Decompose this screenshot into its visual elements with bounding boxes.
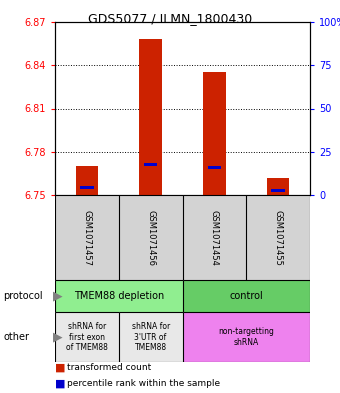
FancyBboxPatch shape bbox=[55, 312, 119, 362]
Text: ▶: ▶ bbox=[53, 290, 62, 303]
Text: ■: ■ bbox=[55, 363, 66, 373]
Bar bbox=[80, 186, 94, 189]
FancyBboxPatch shape bbox=[183, 280, 310, 312]
Text: protocol: protocol bbox=[3, 291, 43, 301]
Text: TMEM88 depletion: TMEM88 depletion bbox=[74, 291, 164, 301]
FancyBboxPatch shape bbox=[246, 195, 310, 280]
Text: other: other bbox=[3, 332, 29, 342]
Text: GDS5077 / ILMN_1800430: GDS5077 / ILMN_1800430 bbox=[88, 12, 252, 25]
Text: control: control bbox=[230, 291, 263, 301]
FancyBboxPatch shape bbox=[119, 195, 183, 280]
Text: GSM1071457: GSM1071457 bbox=[82, 209, 91, 266]
Bar bbox=[208, 166, 221, 169]
Text: shRNA for
first exon
of TMEM88: shRNA for first exon of TMEM88 bbox=[66, 322, 108, 352]
Text: shRNA for
3'UTR of
TMEM88: shRNA for 3'UTR of TMEM88 bbox=[132, 322, 170, 352]
Text: GSM1071454: GSM1071454 bbox=[210, 209, 219, 265]
Text: ▶: ▶ bbox=[53, 331, 62, 343]
Text: ■: ■ bbox=[55, 379, 66, 389]
Bar bbox=[144, 163, 157, 166]
FancyBboxPatch shape bbox=[183, 195, 246, 280]
Bar bbox=[271, 189, 285, 192]
Bar bbox=[139, 39, 162, 195]
FancyBboxPatch shape bbox=[55, 195, 119, 280]
Text: non-targetting
shRNA: non-targetting shRNA bbox=[218, 327, 274, 347]
Bar bbox=[267, 178, 289, 195]
Text: GSM1071455: GSM1071455 bbox=[274, 209, 283, 265]
Text: percentile rank within the sample: percentile rank within the sample bbox=[67, 379, 220, 388]
Bar bbox=[203, 72, 225, 195]
Bar bbox=[76, 166, 98, 195]
FancyBboxPatch shape bbox=[119, 312, 183, 362]
FancyBboxPatch shape bbox=[183, 312, 310, 362]
Text: GSM1071456: GSM1071456 bbox=[146, 209, 155, 266]
Text: transformed count: transformed count bbox=[67, 363, 151, 372]
FancyBboxPatch shape bbox=[55, 280, 183, 312]
